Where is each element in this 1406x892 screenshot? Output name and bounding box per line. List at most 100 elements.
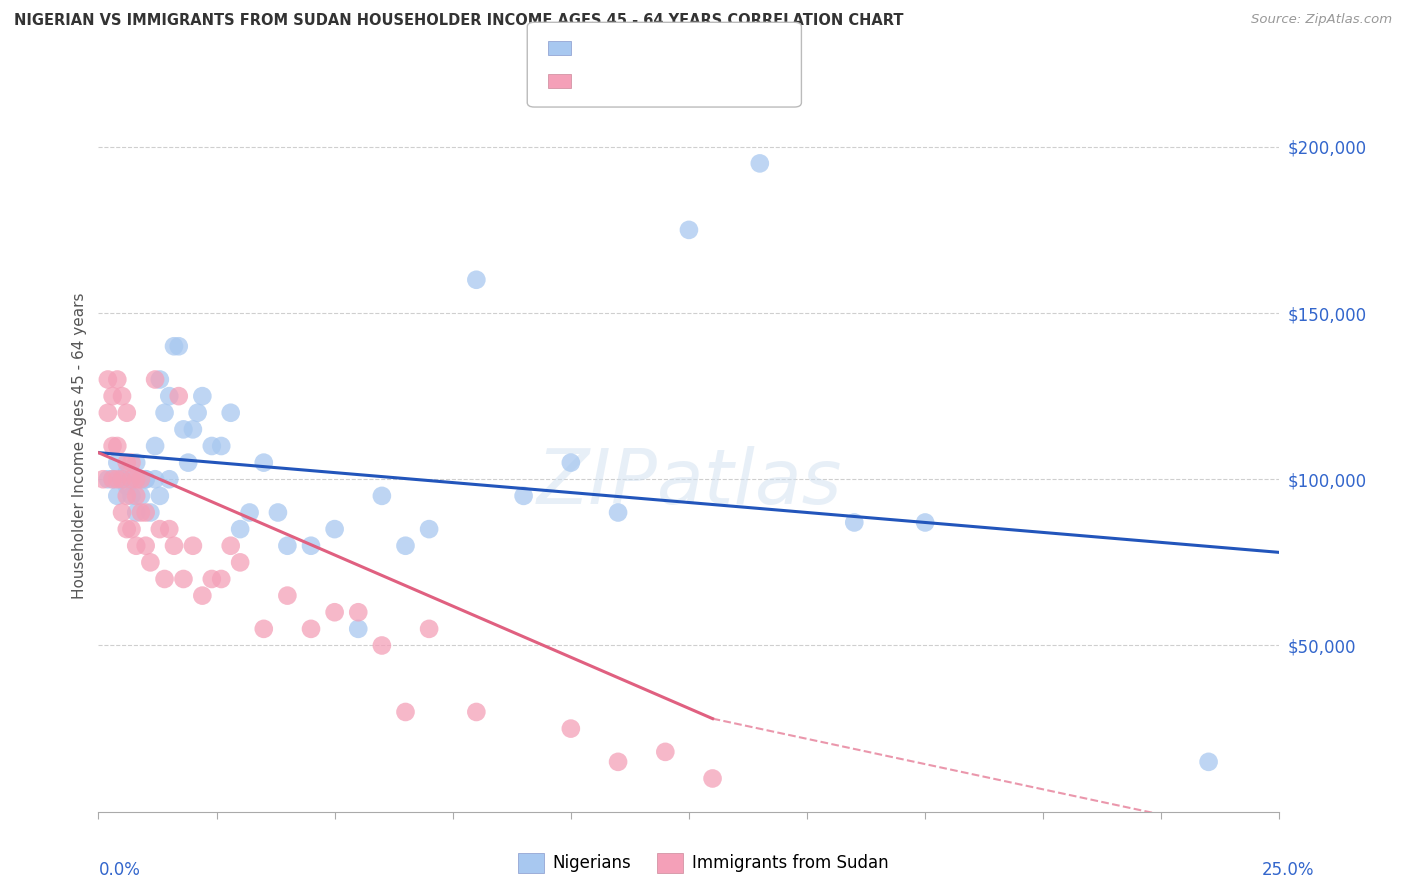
Point <box>209 439 232 453</box>
Point <box>125 489 148 503</box>
Point <box>129 472 152 486</box>
Point <box>139 506 162 520</box>
Text: NIGERIAN VS IMMIGRANTS FROM SUDAN HOUSEHOLDER INCOME AGES 45 - 64 YEARS CORRELAT: NIGERIAN VS IMMIGRANTS FROM SUDAN HOUSEH… <box>14 13 904 29</box>
Point <box>1198 755 1220 769</box>
Point <box>121 456 143 470</box>
Point <box>163 539 186 553</box>
Point <box>229 555 252 569</box>
Point <box>219 406 242 420</box>
Point <box>105 456 128 470</box>
Point <box>187 406 209 420</box>
Point <box>129 472 152 486</box>
Point <box>157 389 180 403</box>
Point <box>276 539 298 553</box>
Point <box>253 622 276 636</box>
Point <box>181 422 204 436</box>
Point <box>201 572 224 586</box>
Point <box>299 539 322 553</box>
Point <box>167 389 190 403</box>
Point <box>157 472 180 486</box>
Point <box>111 472 134 486</box>
Text: N =: N = <box>664 72 716 90</box>
Point <box>153 572 176 586</box>
Point <box>201 439 224 453</box>
Text: -0.424: -0.424 <box>609 72 673 90</box>
Point <box>299 622 322 636</box>
Point <box>125 539 148 553</box>
Point <box>111 472 134 486</box>
Point <box>267 506 290 520</box>
Point <box>654 745 676 759</box>
Point <box>149 372 172 386</box>
Point <box>177 456 200 470</box>
Text: 54: 54 <box>703 39 728 57</box>
Point <box>91 472 114 486</box>
Point <box>418 522 440 536</box>
Point <box>229 522 252 536</box>
Point <box>125 472 148 486</box>
Text: 25.0%: 25.0% <box>1263 861 1315 879</box>
Point <box>101 472 124 486</box>
Point <box>111 472 134 486</box>
Point <box>143 439 166 453</box>
Point <box>209 572 232 586</box>
Point <box>115 489 138 503</box>
Point <box>135 506 157 520</box>
Point <box>167 339 190 353</box>
Point <box>101 389 124 403</box>
Text: ZIPatlas: ZIPatlas <box>536 446 842 519</box>
Point <box>143 472 166 486</box>
Point <box>121 489 143 503</box>
Point <box>121 472 143 486</box>
Point <box>191 389 214 403</box>
Point <box>125 456 148 470</box>
Point <box>560 722 582 736</box>
Point <box>191 589 214 603</box>
Point <box>149 522 172 536</box>
Point <box>115 466 138 480</box>
Text: -0.210: -0.210 <box>609 39 673 57</box>
Text: Source: ZipAtlas.com: Source: ZipAtlas.com <box>1251 13 1392 27</box>
Point <box>135 472 157 486</box>
Point <box>135 472 157 486</box>
Point <box>125 506 148 520</box>
Point <box>101 472 124 486</box>
Point <box>135 539 157 553</box>
Point <box>702 772 724 786</box>
Point <box>465 273 488 287</box>
Text: 53: 53 <box>703 72 728 90</box>
Legend: Nigerians, Immigrants from Sudan: Nigerians, Immigrants from Sudan <box>512 847 894 880</box>
Text: R =: R = <box>579 72 616 90</box>
Point <box>347 605 370 619</box>
Point <box>115 479 138 493</box>
Point <box>512 489 534 503</box>
Point <box>914 516 936 530</box>
Point <box>105 372 128 386</box>
Point <box>253 456 276 470</box>
Point <box>239 506 262 520</box>
Point <box>371 489 394 503</box>
Point <box>678 223 700 237</box>
Point <box>101 439 124 453</box>
Point <box>143 372 166 386</box>
Point <box>129 489 152 503</box>
Point <box>111 506 134 520</box>
Point <box>105 439 128 453</box>
Point <box>139 555 162 569</box>
Point <box>560 456 582 470</box>
Point <box>121 522 143 536</box>
Point <box>97 406 120 420</box>
Point <box>121 472 143 486</box>
Point <box>172 572 194 586</box>
Point <box>323 605 346 619</box>
Point <box>219 539 242 553</box>
Point <box>347 622 370 636</box>
Point <box>105 472 128 486</box>
Point <box>607 755 630 769</box>
Y-axis label: Householder Income Ages 45 - 64 years: Householder Income Ages 45 - 64 years <box>72 293 87 599</box>
Text: N =: N = <box>664 39 716 57</box>
Point <box>371 639 394 653</box>
Point <box>394 705 416 719</box>
Point <box>276 589 298 603</box>
Point <box>115 522 138 536</box>
